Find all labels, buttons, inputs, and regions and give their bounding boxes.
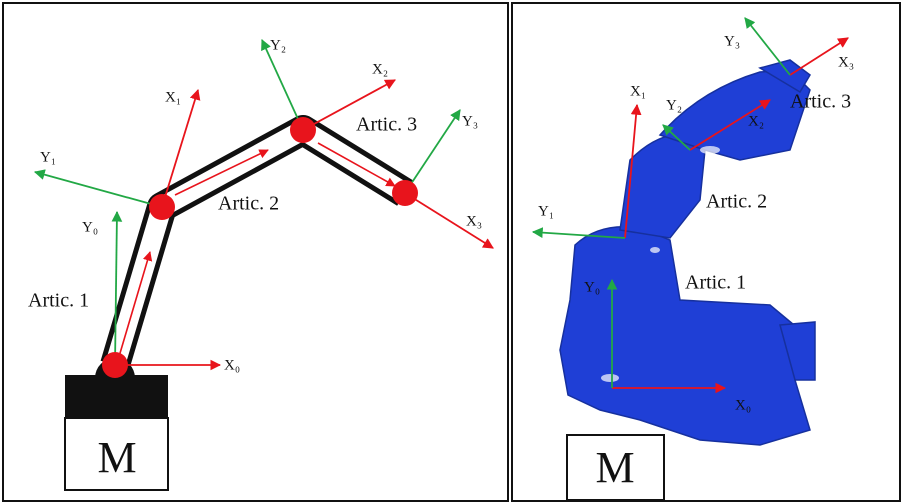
base: [65, 375, 168, 418]
axis-label: X₁: [630, 83, 646, 99]
axis-label: Y₃: [724, 33, 740, 49]
label: Artic. 3: [356, 114, 417, 136]
label: Artic. 3: [790, 91, 851, 113]
label: Artic. 2: [218, 193, 279, 215]
axis-label: Y₁: [538, 203, 554, 219]
axis-label: Y₀: [82, 219, 98, 235]
motor-label: M: [595, 443, 634, 492]
label: Artic. 2: [706, 191, 767, 213]
axis-label: Y₁: [40, 149, 56, 165]
axis-label: X₁: [165, 89, 181, 105]
axis-label: X₂: [748, 113, 764, 129]
label: Artic. 1: [28, 290, 89, 312]
axis-label: X₀: [224, 357, 240, 373]
axis-label: X₃: [466, 213, 482, 229]
axis-label: Y₂: [666, 97, 682, 113]
axis-label: Y₀: [584, 279, 600, 295]
axis-label: X₀: [735, 397, 751, 413]
axis-label: X₂: [372, 61, 388, 77]
axis-label: Y₃: [462, 113, 478, 129]
axis-label: Y₂: [270, 37, 286, 53]
label: Artic. 1: [685, 272, 746, 294]
axis-label: X₃: [838, 54, 854, 70]
figure: Artic. 1 Artic. 2 Artic. 3 M X₀ Y₀ X₁ Y₁…: [0, 0, 903, 504]
motor-label: M: [97, 433, 136, 482]
